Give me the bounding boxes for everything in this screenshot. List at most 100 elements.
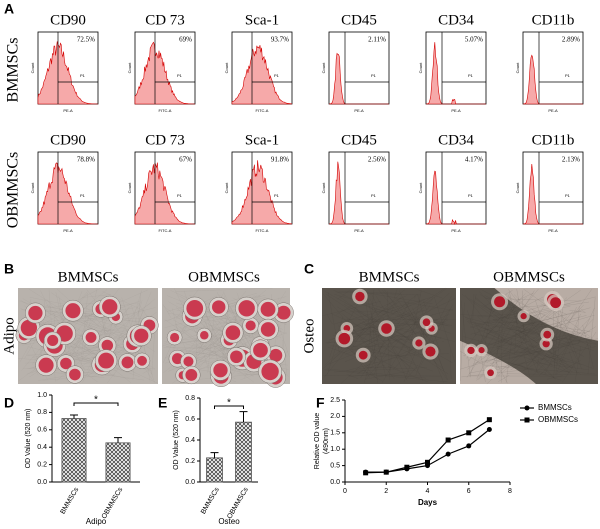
- texture: [560, 301, 590, 307]
- texture: [518, 344, 575, 368]
- lipid: [69, 368, 81, 381]
- texture: [555, 360, 581, 375]
- texture: [164, 319, 238, 370]
- y-tick-label: 0.8: [37, 409, 47, 416]
- texture: [337, 306, 405, 346]
- texture: [124, 307, 156, 316]
- marker-title: Sca-1: [245, 132, 279, 148]
- y-axis-label: Count: [515, 182, 520, 194]
- texture: [569, 310, 586, 313]
- texture: [536, 358, 539, 373]
- y-tick-label: 0.0: [37, 479, 47, 486]
- nodule: [415, 339, 423, 347]
- texture: [339, 296, 408, 348]
- lipid: [20, 319, 38, 337]
- texture: [394, 288, 398, 299]
- texture: [477, 312, 518, 325]
- nodule: [543, 330, 552, 339]
- texture: [341, 313, 421, 375]
- texture: [502, 307, 591, 332]
- lipid: [98, 352, 115, 369]
- x-tick-label: 2: [384, 488, 388, 495]
- texture: [518, 326, 594, 351]
- x-tick-label: BMMSCs: [200, 486, 221, 516]
- texture: [201, 304, 227, 360]
- texture: [486, 365, 596, 375]
- texture: [31, 308, 151, 324]
- percent: 5.07%: [465, 36, 483, 44]
- x-axis-label: PE-A: [354, 228, 364, 233]
- significance-bracket: [73, 402, 119, 406]
- texture: [506, 288, 539, 328]
- texture: [223, 291, 240, 328]
- lipid: [38, 357, 54, 373]
- texture: [364, 291, 378, 384]
- texture: [537, 289, 592, 367]
- lipid: [269, 348, 283, 362]
- texture: [556, 324, 578, 373]
- texture: [359, 294, 418, 342]
- panel-label: C: [304, 261, 314, 277]
- texture: [507, 294, 535, 351]
- texture: [333, 367, 427, 373]
- lipid: [230, 350, 243, 364]
- percent: 2.13%: [562, 156, 580, 164]
- texture: [374, 365, 385, 369]
- histogram: [37, 162, 98, 225]
- marker-title: CD45: [341, 12, 377, 28]
- texture: [487, 322, 558, 345]
- texture: [587, 297, 596, 375]
- texture: [552, 337, 555, 368]
- y-axis-label: Count: [321, 62, 326, 74]
- percent: 72.5%: [77, 36, 95, 44]
- texture: [478, 297, 568, 380]
- image-column-label: OBMMSCs: [188, 269, 260, 285]
- x-axis-label: PE-A: [548, 108, 558, 113]
- texture: [508, 289, 571, 375]
- lipid: [213, 363, 228, 378]
- panel-label: B: [4, 261, 14, 277]
- texture: [582, 324, 594, 368]
- nodule: [358, 350, 368, 360]
- texture: [408, 290, 422, 352]
- y-axis-title: OD Value (520 nm): [25, 409, 32, 469]
- texture: [505, 310, 559, 356]
- texture: [346, 374, 359, 379]
- texture: [518, 364, 526, 369]
- texture: [66, 318, 83, 337]
- point: [445, 451, 451, 457]
- texture: [511, 343, 579, 359]
- texture: [506, 373, 598, 376]
- x-axis-label: FITC-A: [256, 108, 269, 113]
- image-column-label: BMMSCs: [359, 269, 420, 285]
- texture: [507, 296, 596, 342]
- texture: [519, 315, 587, 333]
- texture: [395, 298, 428, 338]
- texture: [408, 311, 418, 330]
- texture: [382, 290, 441, 351]
- y-tick-label: 1.0: [37, 392, 47, 399]
- texture: [371, 294, 377, 305]
- texture: [56, 289, 132, 356]
- texture: [73, 311, 100, 347]
- texture: [466, 321, 597, 345]
- texture: [359, 291, 433, 304]
- texture: [346, 352, 416, 371]
- texture: [469, 298, 496, 376]
- x-tick-label: 4: [426, 488, 430, 495]
- nodule: [338, 332, 351, 345]
- lipid: [245, 320, 256, 331]
- error-bar: [210, 452, 219, 458]
- legend-label: BMMSCs: [538, 403, 572, 412]
- texture: [531, 343, 542, 357]
- bar: [235, 421, 252, 483]
- texture: [326, 368, 427, 379]
- texture: [370, 320, 430, 327]
- x-tick-label: 0: [343, 488, 347, 495]
- texture: [196, 351, 201, 360]
- y-axis-label: Count: [127, 62, 132, 74]
- marker-title: CD11b: [532, 132, 575, 148]
- texture: [473, 337, 590, 364]
- y-axis-title: OD Value (520 nm): [173, 410, 180, 470]
- image-column-label: OBMMSCs: [493, 269, 565, 285]
